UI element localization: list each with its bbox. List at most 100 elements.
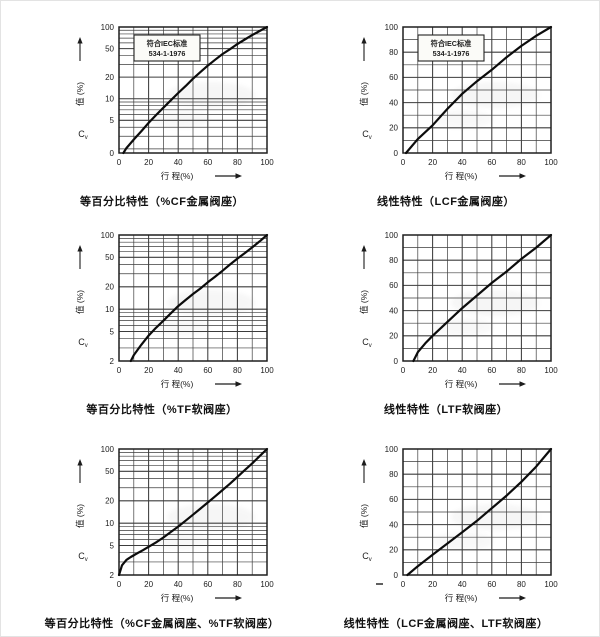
- svg-text:80: 80: [517, 580, 526, 589]
- svg-text:40: 40: [389, 98, 398, 107]
- svg-text:行 程(%): 行 程(%): [445, 379, 478, 389]
- svg-text:Cv: Cv: [78, 337, 88, 349]
- svg-text:80: 80: [517, 158, 526, 167]
- svg-text:0: 0: [401, 580, 406, 589]
- svg-text:100: 100: [101, 445, 115, 454]
- svg-text:0: 0: [110, 149, 115, 158]
- svg-text:50: 50: [105, 253, 114, 262]
- chart-equal-pct-cf-metal: 符合IEC标准 534-1-1976 0 20 40 60 80 100 100 50 20 10 5 0…: [23, 19, 301, 209]
- svg-text:20: 20: [105, 497, 114, 506]
- svg-text:0: 0: [394, 571, 399, 580]
- svg-text:0: 0: [394, 357, 399, 366]
- svg-text:60: 60: [203, 158, 212, 167]
- svg-text:值 (%): 值 (%): [75, 504, 85, 528]
- svg-text:0: 0: [117, 580, 122, 589]
- svg-text:20: 20: [389, 332, 398, 341]
- svg-text:Cv: Cv: [362, 551, 372, 563]
- svg-text:20: 20: [105, 73, 114, 82]
- svg-text:5: 5: [110, 116, 115, 125]
- svg-text:100: 100: [260, 158, 274, 167]
- chart-caption: 线性特性（LCF金属阀座）: [377, 196, 515, 208]
- chart-linear-lcf-metal: 符合IEC标准 534-1-1976 0 20 40 60 80 100 100 80 60 40 20…: [307, 19, 585, 209]
- svg-text:100: 100: [544, 366, 558, 375]
- svg-text:0: 0: [394, 149, 399, 158]
- svg-text:100: 100: [544, 580, 558, 589]
- svg-text:10: 10: [105, 95, 114, 104]
- svg-text:值 (%): 值 (%): [359, 504, 369, 528]
- svg-text:0: 0: [401, 158, 406, 167]
- svg-text:100: 100: [101, 23, 115, 32]
- svg-text:50: 50: [105, 44, 114, 53]
- svg-text:20: 20: [428, 580, 437, 589]
- chart-linear-ltf-soft: 0 20 40 60 80 100 100 80 60 40 20 0 值 (%) Cv 行 程(%) 线性…: [307, 227, 585, 417]
- svg-text:40: 40: [174, 158, 183, 167]
- svg-text:40: 40: [389, 520, 398, 529]
- svg-text:100: 100: [385, 231, 399, 240]
- svg-text:20: 20: [389, 124, 398, 133]
- svg-text:行 程(%): 行 程(%): [161, 593, 194, 603]
- svg-text:20: 20: [144, 580, 153, 589]
- chart-caption: 等百分比特性（%CF金属阀座、%TF软阀座）: [44, 618, 280, 630]
- svg-text:0: 0: [117, 158, 122, 167]
- svg-text:40: 40: [174, 366, 183, 375]
- svg-text:行 程(%): 行 程(%): [161, 379, 194, 389]
- chart-linear-ltf-soft-plot: 0 20 40 60 80 100 100 80 60 40 20 0 值 (%) Cv 行 程(%): [359, 231, 558, 389]
- svg-text:60: 60: [203, 580, 212, 589]
- svg-text:40: 40: [458, 158, 467, 167]
- chart-caption: 等百分比特性（%TF软阀座）: [86, 404, 238, 416]
- chart-equal-pct-tf-soft: 0 20 40 60 80 100 100 50 20 10 5 2 值 (%) Cv 行 程(%) 等百分…: [23, 227, 301, 417]
- svg-text:5: 5: [110, 327, 115, 336]
- svg-text:100: 100: [544, 158, 558, 167]
- svg-text:50: 50: [105, 467, 114, 476]
- svg-text:80: 80: [233, 158, 242, 167]
- svg-text:符合IEC标准: 符合IEC标准: [147, 39, 188, 48]
- svg-text:Cv: Cv: [78, 129, 88, 141]
- svg-text:60: 60: [203, 366, 212, 375]
- chart-caption: 线性特性（LTF软阀座）: [383, 404, 509, 416]
- svg-text:行 程(%): 行 程(%): [445, 171, 478, 181]
- svg-text:60: 60: [487, 158, 496, 167]
- svg-text:80: 80: [389, 48, 398, 57]
- svg-text:2: 2: [110, 571, 115, 580]
- svg-text:100: 100: [101, 231, 115, 240]
- svg-text:20: 20: [144, 366, 153, 375]
- svg-text:80: 80: [517, 366, 526, 375]
- svg-text:80: 80: [389, 470, 398, 479]
- svg-text:100: 100: [385, 23, 399, 32]
- chart-equal-pct-cf-metal-tf-soft: 0 20 40 60 80 100 100 50 20 10 5 2 值 (%) Cv 行 程(%) 等百分…: [23, 441, 301, 631]
- svg-text:行 程(%): 行 程(%): [445, 593, 478, 603]
- svg-text:10: 10: [105, 519, 114, 528]
- svg-text:100: 100: [385, 445, 399, 454]
- svg-text:值 (%): 值 (%): [75, 82, 85, 106]
- svg-text:100: 100: [260, 580, 274, 589]
- svg-text:值 (%): 值 (%): [359, 82, 369, 106]
- chart-caption: 线性特性（LCF金属阀座、LTF软阀座）: [343, 618, 549, 630]
- svg-text:40: 40: [458, 580, 467, 589]
- svg-text:Cv: Cv: [78, 551, 88, 563]
- svg-text:100: 100: [260, 366, 274, 375]
- svg-text:534-1-1976: 534-1-1976: [433, 49, 470, 58]
- svg-text:40: 40: [458, 366, 467, 375]
- svg-text:20: 20: [389, 546, 398, 555]
- svg-text:20: 20: [428, 158, 437, 167]
- svg-text:10: 10: [105, 305, 114, 314]
- svg-text:40: 40: [389, 306, 398, 315]
- svg-text:2: 2: [110, 357, 115, 366]
- svg-text:值 (%): 值 (%): [75, 290, 85, 314]
- svg-text:Cv: Cv: [362, 129, 372, 141]
- svg-text:80: 80: [389, 256, 398, 265]
- svg-text:80: 80: [233, 580, 242, 589]
- svg-text:80: 80: [233, 366, 242, 375]
- svg-text:60: 60: [487, 580, 496, 589]
- svg-text:20: 20: [105, 283, 114, 292]
- chart-caption: 等百分比特性（%CF金属阀座）: [80, 196, 244, 208]
- svg-text:20: 20: [144, 158, 153, 167]
- chart-linear-lcf-metal-ltf-soft-plot: 0 20 40 60 80 100 100 80 60 40 20 0 值 (%) Cv 行 程(%): [359, 445, 558, 603]
- svg-text:60: 60: [389, 73, 398, 82]
- svg-text:0: 0: [117, 366, 122, 375]
- svg-text:Cv: Cv: [362, 337, 372, 349]
- svg-text:534-1-1976: 534-1-1976: [149, 49, 186, 58]
